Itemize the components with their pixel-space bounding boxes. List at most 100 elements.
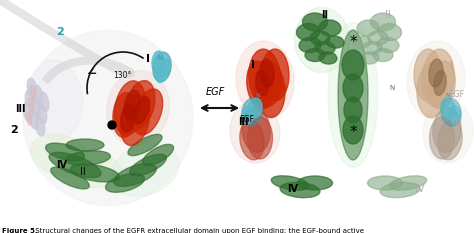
Ellipse shape: [248, 98, 262, 118]
Text: EGF: EGF: [449, 90, 465, 99]
Ellipse shape: [438, 120, 462, 160]
Ellipse shape: [242, 106, 254, 124]
Text: N: N: [255, 93, 260, 98]
Ellipse shape: [70, 164, 119, 182]
Ellipse shape: [246, 61, 273, 109]
Ellipse shape: [310, 31, 330, 45]
Ellipse shape: [429, 117, 455, 159]
Text: N: N: [157, 55, 163, 61]
Ellipse shape: [124, 90, 140, 120]
Ellipse shape: [46, 143, 84, 161]
Ellipse shape: [344, 97, 362, 123]
Ellipse shape: [373, 48, 393, 62]
Ellipse shape: [362, 41, 382, 55]
Ellipse shape: [23, 31, 193, 206]
Text: III: III: [238, 117, 248, 127]
Ellipse shape: [371, 13, 395, 31]
Ellipse shape: [236, 41, 294, 119]
Ellipse shape: [57, 152, 122, 188]
Ellipse shape: [441, 98, 455, 118]
Ellipse shape: [143, 144, 173, 166]
Ellipse shape: [35, 116, 45, 136]
Ellipse shape: [298, 176, 332, 190]
Text: III: III: [15, 104, 25, 114]
Ellipse shape: [129, 154, 166, 176]
Ellipse shape: [417, 62, 447, 117]
Ellipse shape: [280, 182, 320, 198]
Ellipse shape: [23, 102, 33, 122]
Ellipse shape: [319, 20, 341, 36]
Ellipse shape: [51, 167, 89, 189]
Ellipse shape: [338, 30, 368, 160]
Ellipse shape: [27, 78, 37, 98]
Text: II: II: [321, 10, 328, 20]
Ellipse shape: [30, 134, 90, 176]
Text: EGF: EGF: [205, 87, 225, 97]
Text: N: N: [446, 93, 450, 98]
Ellipse shape: [343, 74, 363, 102]
Ellipse shape: [28, 98, 34, 112]
Text: III: III: [452, 117, 460, 127]
Text: I: I: [450, 60, 454, 70]
Ellipse shape: [343, 116, 363, 144]
Ellipse shape: [120, 94, 150, 146]
Ellipse shape: [39, 92, 49, 112]
Ellipse shape: [328, 23, 378, 168]
Ellipse shape: [294, 7, 349, 72]
Ellipse shape: [133, 89, 163, 135]
Ellipse shape: [428, 61, 456, 109]
Text: 130°: 130°: [113, 71, 131, 80]
Ellipse shape: [125, 81, 155, 129]
Ellipse shape: [361, 52, 379, 64]
Ellipse shape: [247, 117, 273, 159]
Circle shape: [108, 121, 116, 129]
Text: Figure 5.: Figure 5.: [2, 228, 37, 233]
Ellipse shape: [27, 60, 82, 140]
Text: I: I: [251, 60, 255, 70]
Ellipse shape: [429, 59, 443, 87]
Ellipse shape: [377, 38, 399, 52]
Ellipse shape: [342, 50, 364, 80]
Ellipse shape: [261, 49, 289, 101]
Ellipse shape: [33, 85, 43, 105]
Ellipse shape: [389, 176, 427, 190]
Text: II: II: [80, 167, 86, 177]
Ellipse shape: [135, 96, 149, 123]
Ellipse shape: [256, 71, 268, 95]
Ellipse shape: [26, 111, 32, 125]
Ellipse shape: [115, 81, 146, 135]
Ellipse shape: [240, 120, 264, 160]
Ellipse shape: [368, 31, 388, 45]
Ellipse shape: [434, 71, 446, 95]
Ellipse shape: [65, 151, 110, 165]
Ellipse shape: [379, 24, 401, 41]
Ellipse shape: [353, 36, 371, 48]
Ellipse shape: [433, 108, 461, 152]
Ellipse shape: [113, 93, 137, 137]
Text: IV: IV: [415, 184, 425, 194]
Ellipse shape: [315, 41, 335, 55]
Text: 2: 2: [56, 27, 64, 37]
Ellipse shape: [319, 52, 337, 64]
Ellipse shape: [111, 144, 179, 196]
Ellipse shape: [255, 62, 285, 117]
Ellipse shape: [449, 106, 461, 124]
Ellipse shape: [114, 164, 156, 186]
Ellipse shape: [37, 104, 47, 124]
Ellipse shape: [49, 152, 101, 178]
Ellipse shape: [367, 176, 402, 190]
Text: EGF: EGF: [239, 115, 255, 124]
Ellipse shape: [156, 68, 164, 82]
Ellipse shape: [121, 104, 135, 132]
Ellipse shape: [153, 52, 171, 82]
Ellipse shape: [422, 49, 454, 107]
Text: I: I: [146, 54, 150, 64]
Ellipse shape: [160, 59, 170, 77]
Text: Structural changes of the EGFR extracellular domain upon EGF binding: the EGF-bo: Structural changes of the EGFR extracell…: [33, 228, 364, 233]
Ellipse shape: [66, 139, 104, 151]
Ellipse shape: [25, 90, 35, 110]
Ellipse shape: [302, 13, 328, 31]
Ellipse shape: [441, 98, 461, 126]
Ellipse shape: [31, 97, 41, 117]
Ellipse shape: [297, 24, 319, 41]
